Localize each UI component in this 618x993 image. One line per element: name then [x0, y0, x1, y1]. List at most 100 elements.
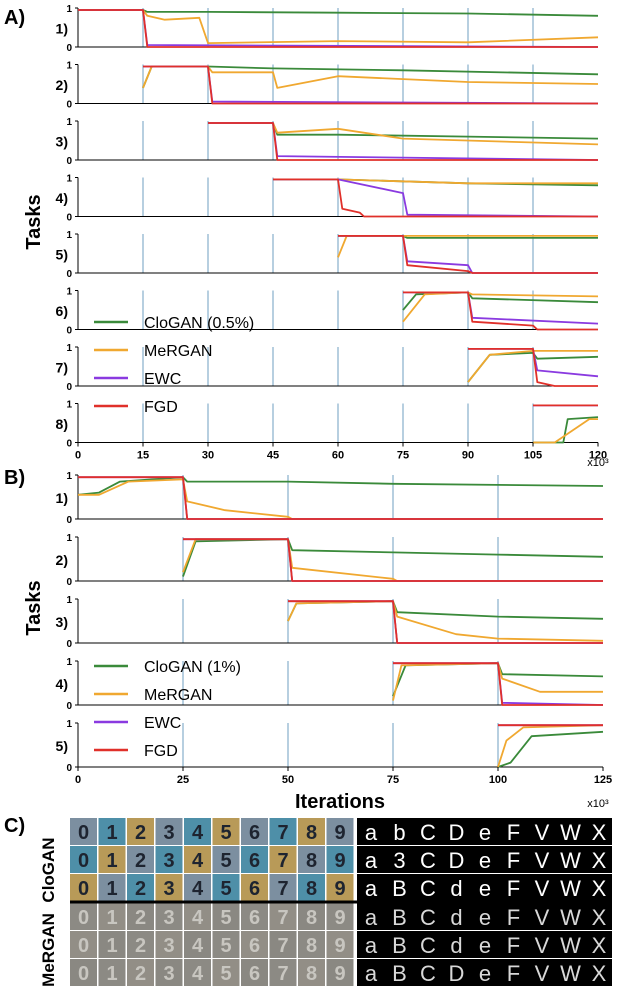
x-tick-label: 120: [589, 450, 607, 462]
y-tick-label: 1: [66, 61, 72, 72]
digit-sample-glyph: 4: [192, 935, 204, 957]
digit-sample-glyph: 9: [334, 878, 345, 900]
x-tick-label: 125: [594, 774, 612, 786]
letter-sample-glyph: X: [592, 905, 607, 930]
y-tick-label: 0: [66, 382, 72, 393]
y-tick-label: 0: [66, 100, 72, 111]
series-line-fgd: [143, 65, 598, 105]
panel-b-ylabel: Tasks: [23, 580, 45, 635]
digit-sample: 5: [212, 818, 240, 845]
task-subplot-4: 1 0 4): [56, 174, 599, 224]
y-tick-label: 1: [66, 174, 72, 185]
digit-sample: 0: [70, 874, 97, 901]
digit-sample-tile: [127, 903, 154, 930]
panel-b-plots: 1 0 1) 1 0 2) 1 0 3) 1 0 4) 1 0 5) 0 25 50 75 100 125 CloGAN …: [56, 471, 613, 786]
letter-sample-glyph: d: [450, 905, 462, 930]
y-tick-label: 0: [66, 763, 72, 774]
digit-sample-glyph: 1: [106, 878, 117, 900]
letter-sample-glyph: a: [365, 905, 378, 930]
digit-sample-glyph: 3: [163, 963, 174, 985]
digit-sample-glyph: 4: [192, 850, 204, 872]
digit-sample: 4: [184, 959, 211, 986]
digit-sample-tile: [155, 846, 183, 873]
digit-sample-tile: [70, 959, 97, 986]
digit-sample: 0: [70, 818, 97, 845]
digit-sample-glyph: 9: [334, 850, 345, 872]
x-tick-label: 30: [202, 450, 214, 462]
digit-sample-tile: [184, 903, 211, 930]
digit-sample-glyph: 8: [306, 850, 317, 872]
x-tick-label: 90: [462, 450, 474, 462]
digit-sample-tile: [212, 874, 240, 901]
digit-sample-tile: [98, 846, 126, 873]
digit-sample: 6: [241, 903, 268, 930]
digit-sample-glyph: 8: [306, 822, 317, 844]
digit-sample-glyph: 9: [334, 963, 345, 985]
digit-sample-tile: [212, 818, 240, 845]
series-line-fgd: [338, 235, 598, 274]
digit-sample-tile: [98, 818, 126, 845]
y-tick-label: 1: [66, 719, 72, 730]
digit-sample: 9: [326, 931, 354, 958]
digit-sample-glyph: 8: [306, 907, 317, 929]
digit-sample-glyph: 2: [135, 963, 146, 985]
task-subplot-3: 1 0 3): [56, 595, 604, 650]
digit-sample-glyph: 1: [106, 822, 117, 844]
y-tick-label: 1: [66, 287, 72, 298]
digit-sample-tile: [127, 874, 154, 901]
digit-sample-tile: [127, 818, 154, 845]
task-subplot-5: 1 0 5): [56, 230, 598, 280]
x-tick-label: 45: [267, 450, 279, 462]
digit-sample-glyph: 9: [334, 907, 345, 929]
digit-sample-tile: [241, 959, 268, 986]
series-line-ewc: [288, 600, 603, 644]
digit-sample: 5: [212, 874, 240, 901]
legend: CloGAN (0.5%) MeRGAN EWC FGD: [94, 315, 254, 416]
digit-sample-glyph: 6: [249, 907, 260, 929]
digit-sample-glyph: 7: [277, 822, 288, 844]
digit-sample-tile: [212, 959, 240, 986]
digit-sample-tile: [98, 874, 126, 901]
task-label: 1): [56, 490, 68, 506]
task-label: 4): [56, 190, 68, 206]
digit-sample: 2: [127, 931, 154, 958]
digit-sample-glyph: 3: [163, 850, 174, 872]
y-tick-label: 0: [66, 269, 72, 280]
y-tick-label: 0: [66, 439, 72, 450]
digit-sample: 6: [241, 874, 268, 901]
series-line-clogan: [77, 476, 604, 496]
task-label: 5): [56, 247, 68, 263]
letter-sample-glyph: W: [560, 933, 581, 958]
x-tick-label: 100: [489, 774, 507, 786]
digit-sample-tile: [212, 903, 240, 930]
y-tick-label: 1: [66, 4, 72, 15]
digit-sample: 8: [298, 959, 325, 986]
digit-sample-glyph: 2: [135, 935, 146, 957]
digit-sample-glyph: 1: [106, 963, 117, 985]
digit-sample-tile: [326, 931, 354, 958]
letter-sample-glyph: e: [479, 933, 491, 958]
letter-sample-glyph: B: [392, 905, 407, 930]
digit-sample-tile: [269, 846, 297, 873]
letter-sample-glyph: X: [592, 961, 607, 986]
digit-sample: 9: [326, 818, 354, 845]
digit-sample: 6: [241, 959, 268, 986]
letter-sample-glyph: C: [420, 933, 436, 958]
digit-sample-tile: [155, 903, 183, 930]
digit-sample: 3: [155, 959, 183, 986]
task-label: 8): [56, 416, 68, 432]
task-subplot-3: 1 0 3): [56, 117, 599, 167]
digit-sample-glyph: 6: [249, 850, 260, 872]
x-tick-label: 15: [137, 450, 149, 462]
digit-sample: 0: [70, 903, 97, 930]
task-subplot-7: 1 0 7): [56, 343, 599, 393]
letter-sample-glyph: C: [420, 876, 436, 901]
letter-sample-glyph: F: [507, 820, 520, 845]
digit-sample: 1: [98, 903, 126, 930]
y-tick-label: 1: [66, 343, 72, 354]
letter-sample-glyph: D: [449, 848, 465, 873]
x-tick-label: 75: [387, 774, 399, 786]
series-line-fgd: [183, 538, 603, 582]
digit-sample-tile: [70, 818, 97, 845]
digit-sample-tile: [184, 931, 211, 958]
